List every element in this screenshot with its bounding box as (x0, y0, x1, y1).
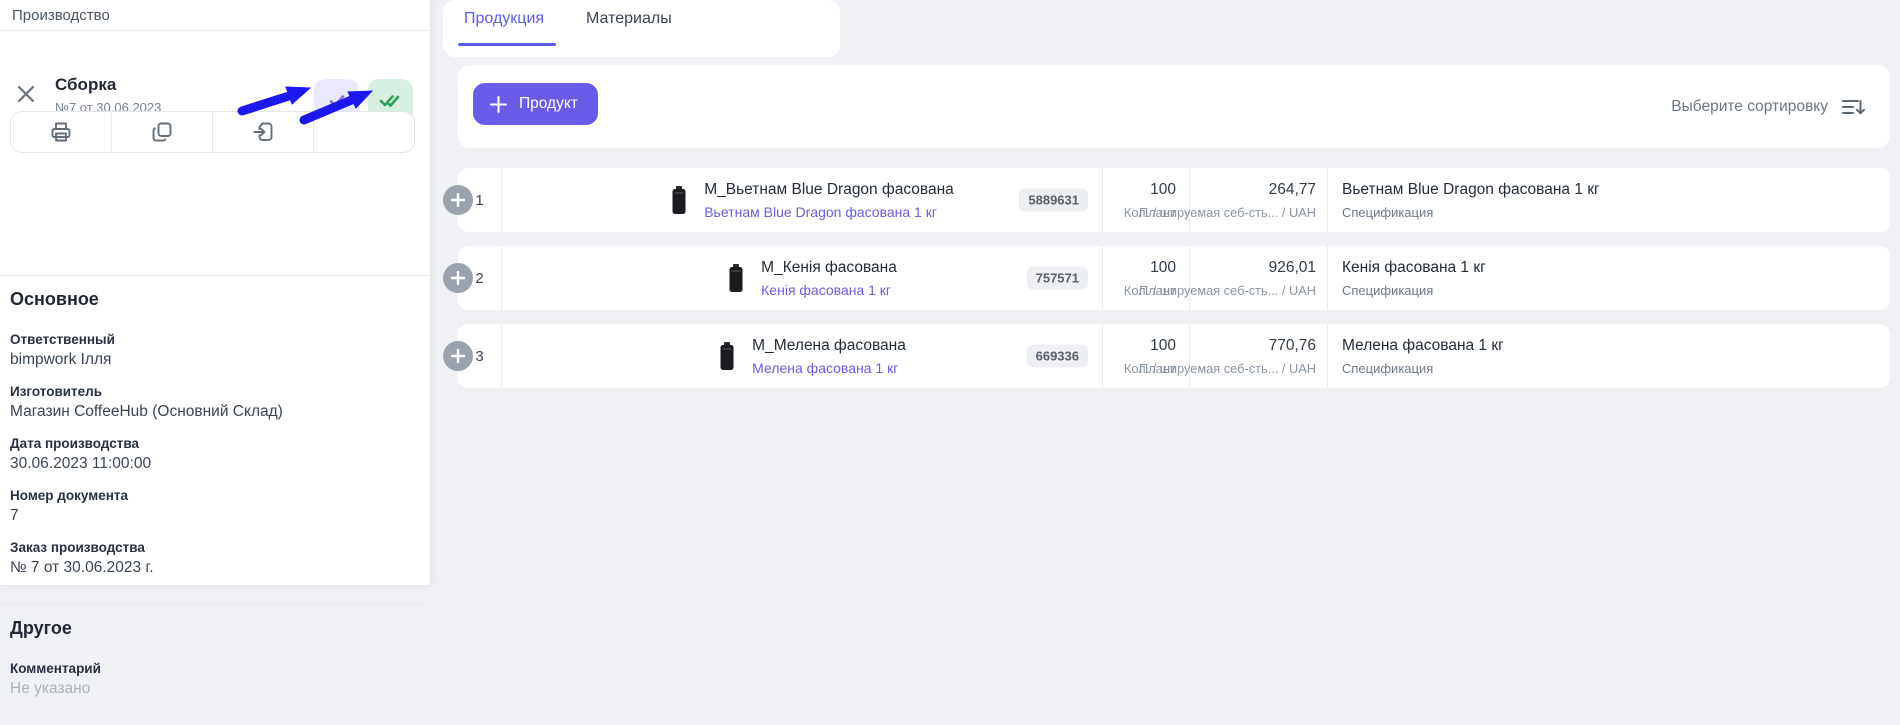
product-link[interactable]: Вьетнам Blue Dragon фасована 1 кг (704, 203, 937, 220)
print-button[interactable] (11, 112, 111, 152)
field-document-number: Номер документа 7 (10, 488, 128, 524)
planned-cost-cell: 926,01 Планируемая себ-сть... / UAH (1139, 246, 1328, 310)
product-cell: М_Кенія фасована Кенія фасована 1 кг 757… (502, 246, 1103, 310)
sort-control[interactable]: Выберите сортировку (1671, 95, 1865, 119)
document-sidebar: Производство Сборка №7 от 30.06.2023 (0, 0, 430, 697)
field-production-order: Заказ производства № 7 от 30.06.2023 г. (10, 540, 154, 576)
product-code-badge: 669336 (1026, 344, 1088, 368)
document-toolbar (10, 111, 415, 153)
product-code-badge: 5889631 (1019, 188, 1088, 212)
printer-icon (48, 119, 74, 145)
product-link[interactable]: Мелена фасована 1 кг (752, 359, 899, 376)
sort-icon (1840, 95, 1865, 119)
plus-icon (451, 193, 465, 207)
product-image (718, 342, 736, 370)
product-row[interactable]: 1 М_Вьетнам Blue Dragon фасована Вьетнам… (443, 168, 1890, 232)
field-manufacturer: Изготовитель Магазин CoffeeHub (Основний… (10, 384, 283, 420)
product-name: М_Мелена фасована (752, 336, 906, 354)
row-number: 3 (458, 324, 502, 388)
section-main: Основное Ответственный bimpwork Ілля Изг… (0, 276, 430, 604)
tab-bar: Продукция Материалы (443, 0, 840, 57)
active-tab-underline (458, 43, 557, 46)
row-plus-button[interactable] (443, 263, 473, 293)
field-responsible: Ответственный bimpwork Ілля (10, 332, 115, 368)
field-comment: Комментарий Не указано (10, 661, 101, 697)
specification-cell: Кенія фасована 1 кг Спецификация (1342, 258, 1486, 298)
product-name: М_Кенія фасована (761, 258, 897, 276)
section-title: Другое (10, 618, 72, 638)
row-number: 1 (458, 168, 502, 232)
product-image (670, 186, 688, 214)
section-title: Основное (10, 289, 99, 309)
specification-cell: Мелена фасована 1 кг Спецификация (1342, 336, 1504, 376)
product-row[interactable]: 3 М_Мелена фасована Мелена фасована 1 кг… (443, 324, 1890, 388)
product-cell: М_Вьетнам Blue Dragon фасована Вьетнам B… (502, 168, 1103, 232)
row-number: 2 (458, 246, 502, 310)
import-icon (250, 119, 276, 145)
tab-products[interactable]: Продукция (458, 0, 557, 57)
product-code-badge: 757571 (1026, 266, 1088, 290)
plus-icon (489, 95, 508, 114)
copy-icon (149, 119, 175, 145)
plus-icon (451, 349, 465, 363)
breadcrumb: Производство (0, 0, 430, 31)
tab-materials[interactable]: Материалы (586, 10, 672, 27)
field-production-date: Дата производства 30.06.2023 11:00:00 (10, 436, 152, 472)
copy-button[interactable] (111, 112, 212, 152)
empty-toolbar-slot[interactable] (313, 112, 414, 152)
quantity-cell: 100 Кол. / шт (1103, 246, 1190, 310)
plus-icon (451, 271, 465, 285)
import-button[interactable] (212, 112, 313, 152)
close-icon[interactable] (14, 81, 40, 107)
product-row[interactable]: 2 М_Кенія фасована Кенія фасована 1 кг 7… (443, 246, 1890, 310)
quantity-cell: 100 Кол. / шт (1103, 168, 1190, 232)
product-image (727, 264, 745, 292)
document-title: Сборка (55, 75, 117, 94)
row-plus-button[interactable] (443, 341, 473, 371)
quantity-cell: 100 Кол. / шт (1103, 324, 1190, 388)
planned-cost-cell: 264,77 Планируемая себ-сть... / UAH (1139, 168, 1328, 232)
double-check-icon (377, 88, 405, 114)
product-cell: М_Мелена фасована Мелена фасована 1 кг 6… (502, 324, 1103, 388)
specification-cell: Вьетнам Blue Dragon фасована 1 кг Специф… (1342, 180, 1600, 220)
row-plus-button[interactable] (443, 185, 473, 215)
planned-cost-cell: 770,76 Планируемая себ-сть... / UAH (1139, 324, 1328, 388)
sidebar-divider (0, 275, 430, 276)
add-product-button[interactable]: Продукт (473, 83, 598, 125)
product-link[interactable]: Кенія фасована 1 кг (761, 281, 892, 298)
document-header: Сборка №7 от 30.06.2023 (0, 31, 430, 123)
product-name: М_Вьетнам Blue Dragon фасована (704, 180, 954, 198)
list-toolbar-card: Продукт Выберите сортировку (458, 65, 1890, 148)
section-other: Другое Комментарий Не указано (0, 605, 430, 725)
